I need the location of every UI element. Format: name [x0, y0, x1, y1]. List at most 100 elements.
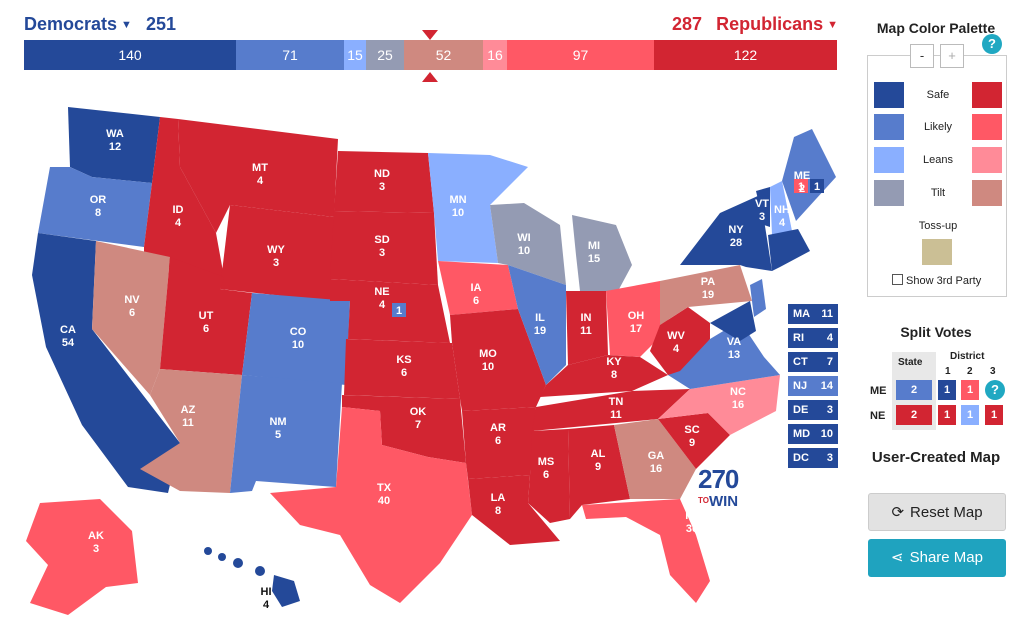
state-al[interactable]	[568, 425, 630, 519]
state-wi[interactable]	[490, 203, 566, 285]
tossup-label: Toss-up	[918, 220, 958, 232]
state-wa[interactable]	[68, 107, 160, 183]
me-row-label: ME	[870, 385, 887, 397]
state-ks[interactable]	[344, 339, 460, 399]
state-label-hi: HI 4	[261, 586, 272, 611]
state-wv[interactable]	[650, 307, 710, 375]
state-nm[interactable]	[230, 375, 342, 493]
state-label-co: CO 10	[290, 326, 307, 351]
state-id[interactable]	[144, 117, 224, 277]
state-oh[interactable]	[606, 281, 670, 357]
state-nd[interactable]	[334, 151, 434, 213]
state-in[interactable]	[566, 291, 608, 365]
state-nj[interactable]	[750, 279, 766, 317]
state-az[interactable]	[140, 369, 242, 493]
split-help-icon[interactable]: ?	[985, 380, 1005, 400]
zoom-in-button[interactable]: +	[940, 44, 964, 68]
state-ms[interactable]	[528, 429, 570, 523]
state-ok[interactable]	[342, 395, 466, 463]
state-label-fl: FL 30	[685, 510, 699, 535]
state-ak[interactable]	[26, 499, 138, 615]
state-mo[interactable]	[450, 309, 546, 411]
ne-district-box[interactable]	[392, 303, 406, 317]
state-nh[interactable]	[770, 181, 792, 235]
dem-swatch[interactable]	[874, 147, 904, 173]
me-district-1-box[interactable]	[810, 179, 824, 193]
rep-swatch[interactable]	[972, 114, 1002, 140]
state-ar[interactable]	[462, 407, 536, 479]
ne-district-1[interactable]: 1	[938, 405, 956, 425]
reset-map-button[interactable]: ⟳ Reset Map	[868, 493, 1006, 531]
state-il[interactable]	[508, 265, 566, 385]
state-va[interactable]	[668, 321, 780, 389]
state-sd[interactable]	[330, 211, 438, 285]
state-sc[interactable]	[658, 413, 730, 469]
small-state-md[interactable]: MD 10	[788, 424, 838, 444]
zoom-out-button[interactable]: -	[910, 44, 934, 68]
state-me[interactable]	[782, 129, 836, 221]
state-co[interactable]	[242, 293, 350, 385]
state-label-wi: WI 10	[517, 232, 530, 257]
rep-swatch[interactable]	[972, 180, 1002, 206]
small-state-ct[interactable]: CT 7	[788, 352, 838, 372]
me-state-votes[interactable]: 2	[896, 380, 932, 400]
third-party-toggle[interactable]: Show 3rd Party	[892, 274, 981, 287]
checkbox-icon[interactable]	[892, 274, 903, 285]
state-label-ms: MS 6	[538, 456, 555, 481]
state-hi[interactable]	[204, 547, 300, 607]
state-mt[interactable]	[178, 119, 338, 233]
state-label-wv: WV 4	[667, 330, 685, 355]
state-label-tn: TN 11	[609, 396, 624, 421]
state-ca[interactable]	[32, 233, 180, 493]
small-state-ma[interactable]: MA 11	[788, 304, 838, 324]
state-new-england[interactable]	[768, 229, 810, 271]
state-nv[interactable]	[92, 241, 170, 395]
district-3-header: 3	[990, 366, 996, 377]
state-mn[interactable]	[428, 153, 528, 263]
state-tx[interactable]	[270, 407, 472, 603]
state-wy[interactable]	[220, 205, 334, 301]
dem-swatch[interactable]	[874, 180, 904, 206]
state-ga[interactable]	[614, 419, 696, 499]
small-state-dc[interactable]: DC 3	[788, 448, 838, 468]
state-label-nm: NM 5	[269, 416, 286, 441]
rep-swatch[interactable]	[972, 147, 1002, 173]
tossup-swatch[interactable]	[922, 239, 952, 265]
small-state-nj[interactable]: NJ 14	[788, 376, 838, 396]
state-md[interactable]	[710, 301, 756, 341]
state-ne[interactable]	[330, 279, 450, 343]
ne-district-2[interactable]: 1	[961, 405, 979, 425]
state-label-ok: OK 7	[410, 406, 427, 431]
small-state-de[interactable]: DE 3	[788, 400, 838, 420]
state-ny[interactable]	[680, 195, 772, 271]
state-la[interactable]	[468, 475, 560, 545]
state-mi[interactable]	[572, 215, 632, 291]
state-label-ak: AK 3	[88, 530, 104, 555]
dem-swatch[interactable]	[874, 114, 904, 140]
state-ia[interactable]	[438, 261, 518, 315]
republicans-header[interactable]: 287 Republicans ▼	[672, 14, 838, 35]
state-ky[interactable]	[540, 355, 668, 397]
ne-district-3[interactable]: 1	[985, 405, 1003, 425]
state-vt[interactable]	[756, 187, 770, 227]
me-district-1[interactable]: 1	[938, 380, 956, 400]
rep-swatch[interactable]	[972, 82, 1002, 108]
me-district-2-box[interactable]	[794, 179, 808, 193]
270towin-logo[interactable]: 270 TOWIN	[698, 466, 750, 514]
ne-state-votes[interactable]: 2	[896, 405, 932, 425]
me-district-2[interactable]: 1	[961, 380, 979, 400]
state-fl[interactable]	[582, 499, 710, 603]
logo-text: TOWIN	[698, 493, 739, 510]
state-label-ky: KY 8	[606, 356, 622, 381]
share-map-button[interactable]: ⋖ Share Map	[868, 539, 1006, 577]
state-tn[interactable]	[532, 389, 690, 431]
palette-help-icon[interactable]: ?	[982, 34, 1002, 54]
state-pa[interactable]	[660, 265, 752, 325]
democrats-header[interactable]: Democrats ▼ 251	[24, 14, 176, 35]
ev-bar-segment: 97	[507, 40, 654, 70]
state-or[interactable]	[38, 167, 152, 247]
state-nc[interactable]	[658, 375, 780, 435]
small-state-ri[interactable]: RI 4	[788, 328, 838, 348]
state-ut[interactable]	[160, 257, 252, 375]
dem-swatch[interactable]	[874, 82, 904, 108]
